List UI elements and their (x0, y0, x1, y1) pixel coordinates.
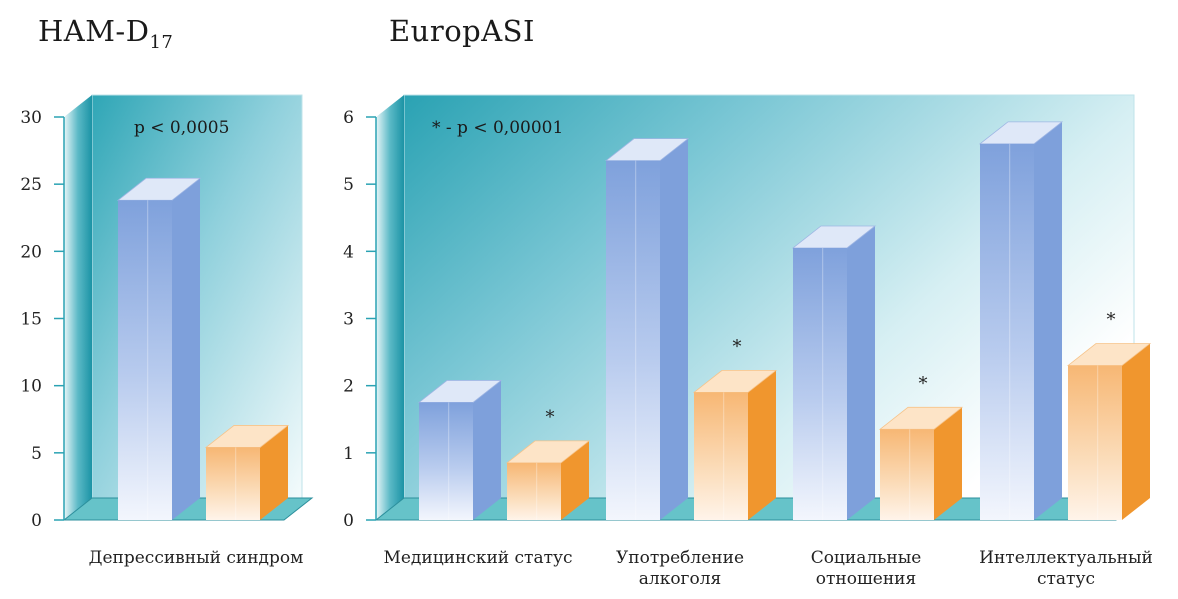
y-tick-label: 30 (20, 108, 42, 128)
ham-chart-title: HAM-D17 (38, 14, 173, 53)
y-tick-label: 25 (20, 175, 42, 195)
bar-front (980, 143, 1034, 520)
bar-series-2 (1066, 343, 1152, 520)
y-tick-label: 10 (20, 377, 42, 397)
y-tick-label: 1 (343, 444, 354, 464)
y-tick-label: 0 (343, 511, 354, 531)
category-label: Депрессивный синдром (86, 548, 306, 569)
category-label: Употребление алкоголя (570, 548, 790, 590)
category-label-line: Депрессивный синдром (88, 548, 304, 568)
significance-star: * (1107, 310, 1116, 331)
significance-annotation: p < 0,0005 (134, 118, 229, 138)
bar-series-2 (204, 425, 290, 520)
ham-title-subscript: 17 (149, 31, 174, 53)
bar-front (1068, 365, 1122, 520)
y-tick-label: 20 (20, 242, 42, 262)
bar-side (748, 370, 776, 520)
bar-front (507, 462, 561, 520)
bar-front (419, 402, 473, 520)
y-tick-label: 6 (343, 108, 354, 128)
category-label-line: Социальные (810, 548, 922, 568)
category-label: Социальные отношения (756, 548, 976, 590)
category-label-line: отношения (815, 569, 917, 589)
y-tick-label: 0 (31, 511, 42, 531)
bar-front (118, 200, 172, 520)
y-tick-label: 15 (20, 310, 42, 330)
bar-series-1 (791, 225, 877, 520)
category-label-line: Медицинский статус (383, 548, 573, 568)
category-label: Медицинский статус (368, 548, 588, 569)
category-label-line: статус (1037, 569, 1095, 589)
y-tick-label: 2 (343, 377, 354, 397)
y-tick-label: 4 (343, 242, 354, 262)
side-wall (64, 95, 92, 520)
bar-series-2 (505, 440, 591, 520)
y-tick-label: 5 (31, 444, 42, 464)
bar-series-1 (116, 177, 202, 520)
significance-star: * (733, 336, 742, 357)
y-tick-label: 3 (343, 310, 354, 330)
bar-front (793, 247, 847, 520)
side-wall (376, 95, 404, 520)
bar-series-2 (878, 406, 964, 520)
bar-side (847, 225, 875, 520)
category-label: Интеллектуальный статус (956, 548, 1176, 590)
bar-side (1122, 343, 1150, 520)
bar-series-1 (604, 138, 690, 521)
bar-front (880, 429, 934, 520)
bar-side (660, 138, 688, 521)
bar-front (606, 160, 660, 521)
asi-chart-title: EuropASI (389, 14, 535, 48)
bar-side (473, 380, 501, 520)
bar-side (260, 425, 288, 520)
bar-side (172, 178, 200, 520)
bar-side (934, 407, 962, 520)
bar-side (1034, 121, 1062, 520)
bar-side (561, 440, 589, 520)
category-label-line: алкоголя (638, 569, 722, 589)
bar-front (694, 392, 748, 520)
ham-title-main: HAM-D (38, 14, 150, 48)
significance-star: * (546, 407, 555, 428)
bar-series-2 (692, 369, 778, 520)
europasi-chart: 0 1 2 3 4 5 6 * - p < 0,00001 * * * * (343, 94, 1152, 531)
bar-series-1 (417, 380, 503, 520)
y-tick-label: 5 (343, 175, 354, 195)
bar-front (206, 447, 260, 520)
ham-chart: 0 5 10 15 20 25 30 p < 0,0005 (20, 94, 314, 531)
bar-series-1 (978, 121, 1064, 520)
significance-annotation: * - p < 0,00001 (432, 118, 563, 138)
category-label-line: Интеллектуальный (979, 548, 1153, 568)
category-label-line: Употребление (615, 548, 744, 568)
significance-star: * (919, 373, 928, 394)
